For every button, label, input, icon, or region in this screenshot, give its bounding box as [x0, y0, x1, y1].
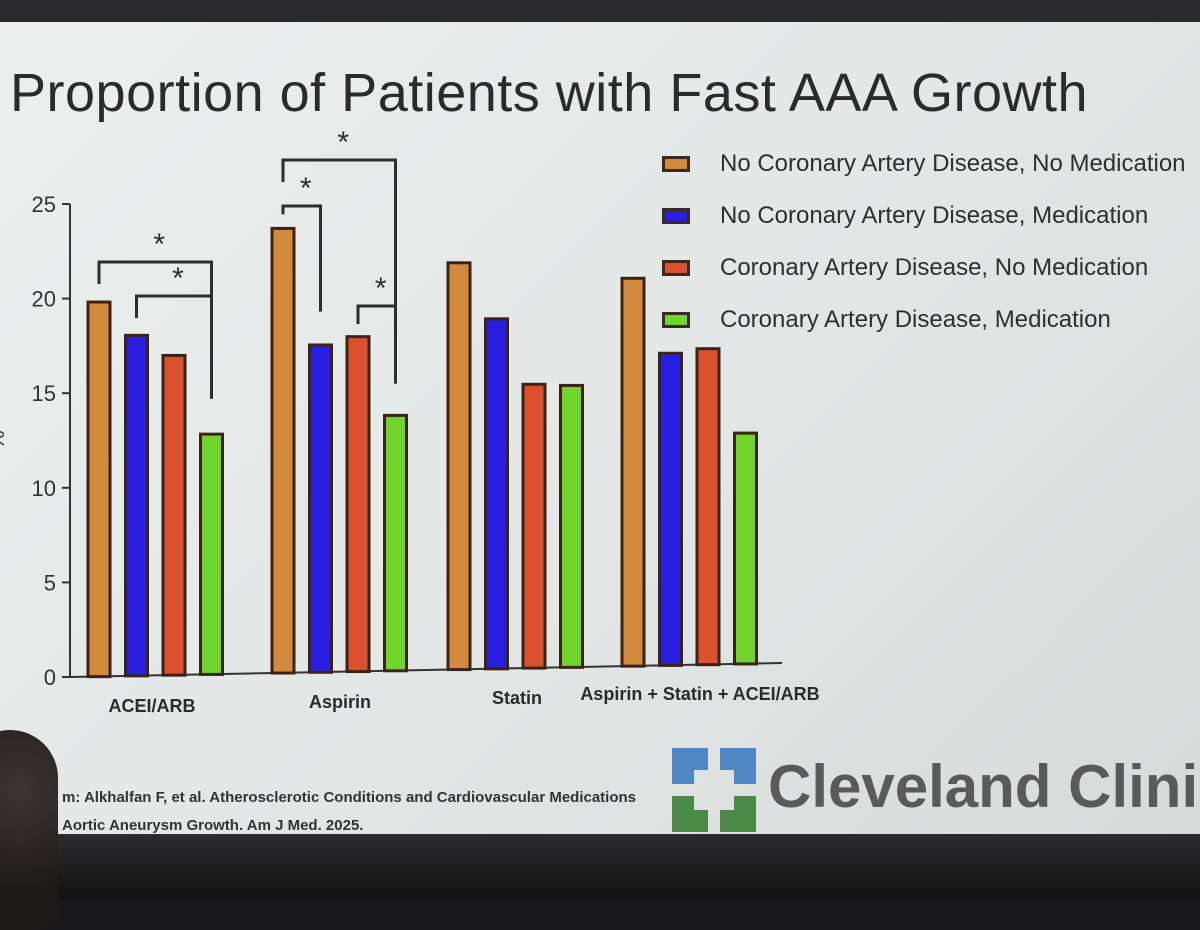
y-tick-label: 20: [32, 287, 56, 312]
bar: [446, 261, 472, 672]
x-tick-label: ACEI/ARB: [108, 696, 195, 716]
bar: [124, 333, 149, 678]
bar: [695, 347, 721, 667]
y-axis-label: %: [0, 430, 9, 450]
legend-label: No Coronary Artery Disease, Medication: [720, 202, 1149, 229]
y-tick-label: 25: [32, 192, 56, 217]
x-tick-label: Statin: [492, 688, 542, 708]
bar: [86, 300, 112, 679]
citation: m: Alkhalfan F, et al. Atherosclerotic C…: [62, 784, 636, 840]
bar: [620, 276, 646, 668]
y-tick-label: 15: [32, 381, 56, 406]
legend-label: Coronary Artery Disease, No Medication: [720, 254, 1149, 281]
legend-swatch: [662, 208, 690, 224]
y-tick-label: 10: [32, 476, 56, 501]
slide-title: Proportion of Patients with Fast AAA Gro…: [10, 63, 1089, 123]
clinic-cross-icon: [672, 748, 756, 832]
significance-star: *: [337, 126, 349, 159]
bar-chart: 0 5 10 15 20 25% ACEI/ARB Aspirin Statin Aspirin …: [0, 126, 820, 716]
projector-bottom-bezel: [0, 834, 1200, 900]
legend-label: No Coronary Artery Disease, No Medicatio…: [720, 150, 1186, 177]
projection-screen: Proportion of Patients with Fast AAA Gro…: [0, 22, 1200, 834]
bar: [308, 343, 333, 674]
legend-item: No Coronary Artery Disease, Medication: [662, 192, 1200, 244]
projector-top-bar: [0, 0, 1200, 22]
chart-legend: No Coronary Artery Disease, No Medicatio…: [662, 140, 1200, 348]
significance-bracket: [356, 304, 397, 384]
legend-item: No Coronary Artery Disease, No Medicatio…: [662, 140, 1200, 192]
legend-swatch: [662, 312, 690, 328]
y-tick-label: 5: [44, 570, 56, 595]
citation-line: Aortic Aneurysm Growth. Am J Med. 2025.: [62, 817, 364, 834]
logo-wordmark: Cleveland Clinic: [768, 753, 1200, 820]
bar: [521, 382, 547, 670]
legend-item: Coronary Artery Disease, No Medication: [662, 244, 1200, 296]
significance-star: *: [172, 262, 184, 295]
bar: [161, 353, 187, 677]
x-tick-label: Aspirin + Statin + ACEI/ARB: [580, 684, 819, 704]
bar: [345, 335, 371, 674]
significance-star: *: [300, 172, 312, 205]
legend-label: Coronary Artery Disease, Medication: [720, 306, 1111, 333]
significance-bracket: [281, 204, 322, 312]
legend-swatch: [662, 156, 690, 172]
cleveland-clinic-logo: Cleveland Clinic: [668, 744, 1200, 836]
significance-bracket: [135, 294, 213, 399]
bar: [733, 431, 758, 666]
bar: [383, 413, 408, 673]
y-tick-label: 0: [44, 665, 56, 690]
bar: [270, 226, 296, 675]
bar: [484, 317, 509, 671]
bar: [199, 432, 224, 676]
significance-bracket: [97, 260, 213, 399]
legend-swatch: [662, 260, 690, 276]
bar: [559, 383, 584, 669]
significance-star: *: [153, 228, 165, 261]
citation-line: m: Alkhalfan F, et al. Atherosclerotic C…: [62, 789, 637, 806]
audience-head-silhouette: [0, 730, 58, 930]
bar: [658, 351, 683, 667]
significance-brackets: [97, 158, 397, 399]
chart-bars: [86, 226, 758, 679]
x-tick-label: Aspirin: [309, 692, 371, 712]
chart-labels: 0 5 10 15 20 25% ACEI/ARB Aspirin Statin Aspirin …: [0, 126, 820, 716]
legend-item: Coronary Artery Disease, Medication: [662, 296, 1200, 348]
significance-star: *: [375, 272, 387, 305]
significance-bracket: [281, 158, 397, 384]
